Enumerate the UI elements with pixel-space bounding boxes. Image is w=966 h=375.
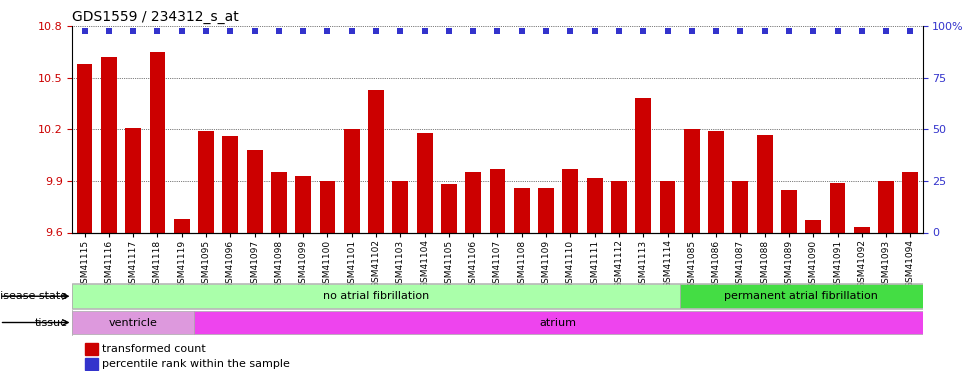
Bar	[416, 133, 433, 232]
Point	[636, 27, 651, 33]
Text: ventricle: ventricle	[109, 318, 157, 327]
Point	[150, 27, 165, 33]
Point	[417, 27, 433, 33]
Point	[392, 27, 408, 33]
Text: atrium: atrium	[540, 318, 577, 327]
Bar	[296, 176, 311, 232]
Bar	[902, 172, 919, 232]
Text: GDS1559 / 234312_s_at: GDS1559 / 234312_s_at	[72, 10, 240, 24]
Bar	[194, 310, 923, 334]
Bar	[85, 358, 98, 370]
Point	[854, 27, 869, 33]
Bar	[101, 57, 117, 232]
Bar	[368, 90, 384, 232]
Bar	[441, 184, 457, 232]
Point	[806, 27, 821, 33]
Point	[902, 27, 918, 33]
Bar	[514, 188, 529, 232]
Point	[830, 27, 845, 33]
Bar	[660, 181, 675, 232]
Bar	[878, 181, 894, 232]
Point	[562, 27, 578, 33]
Point	[538, 27, 554, 33]
Bar	[344, 129, 359, 232]
Point	[878, 27, 894, 33]
Bar	[781, 189, 797, 232]
Point	[732, 27, 748, 33]
Bar	[538, 188, 554, 232]
Point	[368, 27, 384, 33]
Point	[660, 27, 675, 33]
Bar	[636, 98, 651, 232]
Bar	[490, 169, 505, 232]
Point	[126, 27, 141, 33]
Text: no atrial fibrillation: no atrial fibrillation	[323, 291, 429, 301]
Bar	[150, 52, 165, 232]
Bar	[392, 181, 409, 232]
Point	[684, 27, 699, 33]
Point	[466, 27, 481, 33]
Bar	[198, 131, 213, 232]
Point	[587, 27, 603, 33]
Point	[101, 27, 117, 33]
Bar	[756, 135, 773, 232]
Bar	[732, 181, 749, 232]
Bar	[562, 169, 579, 232]
Point	[247, 27, 263, 33]
Point	[781, 27, 797, 33]
Bar	[611, 181, 627, 232]
Point	[271, 27, 287, 33]
Text: tissue: tissue	[35, 318, 68, 327]
Bar	[85, 344, 98, 355]
Bar	[708, 131, 724, 232]
Point	[441, 27, 457, 33]
Point	[174, 27, 189, 33]
Text: disease state: disease state	[0, 291, 68, 301]
Point	[198, 27, 213, 33]
Bar	[586, 177, 603, 232]
Point	[320, 27, 335, 33]
Point	[514, 27, 529, 33]
Point	[222, 27, 238, 33]
Bar	[246, 150, 263, 232]
Bar	[126, 128, 141, 232]
Point	[296, 27, 311, 33]
Bar	[72, 310, 194, 334]
Bar	[72, 284, 680, 308]
Bar	[76, 64, 93, 232]
Point	[611, 27, 627, 33]
Point	[77, 27, 93, 33]
Bar	[680, 284, 923, 308]
Bar	[684, 129, 699, 232]
Text: transformed count: transformed count	[102, 344, 206, 354]
Point	[344, 27, 359, 33]
Bar	[271, 172, 287, 232]
Bar	[806, 220, 821, 232]
Bar	[222, 136, 239, 232]
Point	[708, 27, 724, 33]
Point	[757, 27, 773, 33]
Bar	[854, 227, 869, 232]
Point	[490, 27, 505, 33]
Text: permanent atrial fibrillation: permanent atrial fibrillation	[724, 291, 878, 301]
Bar	[466, 172, 481, 232]
Bar	[174, 219, 189, 232]
Text: percentile rank within the sample: percentile rank within the sample	[102, 359, 290, 369]
Bar	[830, 183, 845, 232]
Bar	[320, 181, 335, 232]
